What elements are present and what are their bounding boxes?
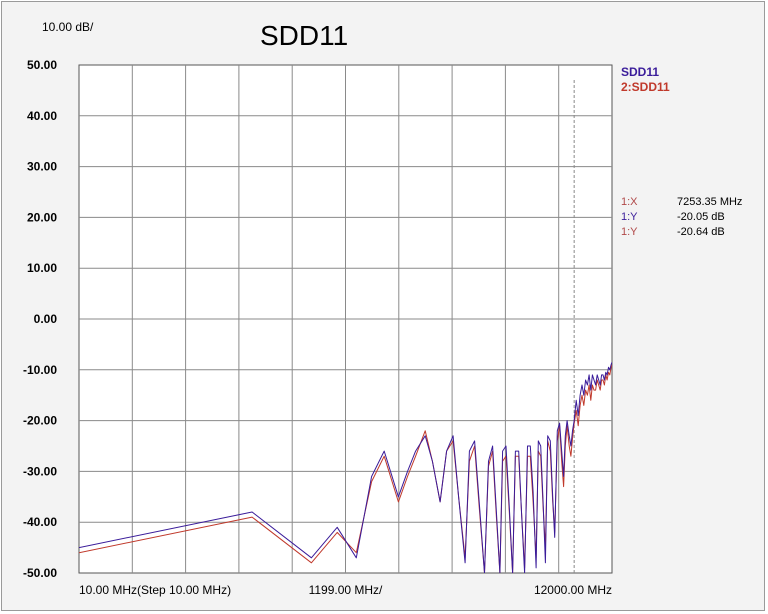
marker-readout-value: -20.05 dB <box>677 211 725 223</box>
y-tick-label: 30.00 <box>27 160 57 174</box>
legend-entry: 2:SDD11 <box>621 80 670 94</box>
y-tick-label: 40.00 <box>27 109 57 123</box>
x-tick-label: 1199.00 MHz/ <box>309 583 383 597</box>
y-tick-label: -40.00 <box>23 515 57 529</box>
y-tick-label: 50.00 <box>27 58 57 72</box>
x-tick-label: 12000.00 MHz <box>534 583 612 597</box>
y-tick-label: 20.00 <box>27 210 57 224</box>
chart-title: SDD11 <box>260 20 349 51</box>
legend-entry: SDD11 <box>621 65 659 79</box>
marker-readouts: 1:X 7253.35 MHz 1:Y -20.05 dB 1:Y -20.64 dB <box>621 196 742 238</box>
y-tick-label: -30.00 <box>23 464 57 478</box>
y-tick-label: -10.00 <box>23 363 57 377</box>
x-axis-ticks: 10.00 MHz(Step 10.00 MHz) 1199.00 MHz/120… <box>79 583 612 597</box>
y-tick-label: 10.00 <box>27 261 57 275</box>
series-line-sdd11 <box>79 362 612 573</box>
y-tick-label: -20.00 <box>23 414 57 428</box>
marker-readout-value: -20.64 dB <box>677 226 725 238</box>
series-lines <box>79 362 612 573</box>
grid-lines <box>79 65 612 573</box>
x-tick-label: 10.00 MHz(Step 10.00 MHz) <box>79 583 231 597</box>
marker-readout-label: 1:Y <box>621 211 638 223</box>
y-tick-label: -50.00 <box>23 566 57 580</box>
y-axis-ticks: 50.00 40.00 30.00 20.00 10.00 0.00 -10.00 -20.0… <box>23 58 57 580</box>
marker-readout-value: 7253.35 MHz <box>677 196 742 208</box>
scale-label: 10.00 dB/ <box>42 20 94 34</box>
marker-readout-label: 1:X <box>621 196 638 208</box>
marker-readout-label: 1:Y <box>621 226 638 238</box>
y-tick-label: 0.00 <box>34 312 58 326</box>
